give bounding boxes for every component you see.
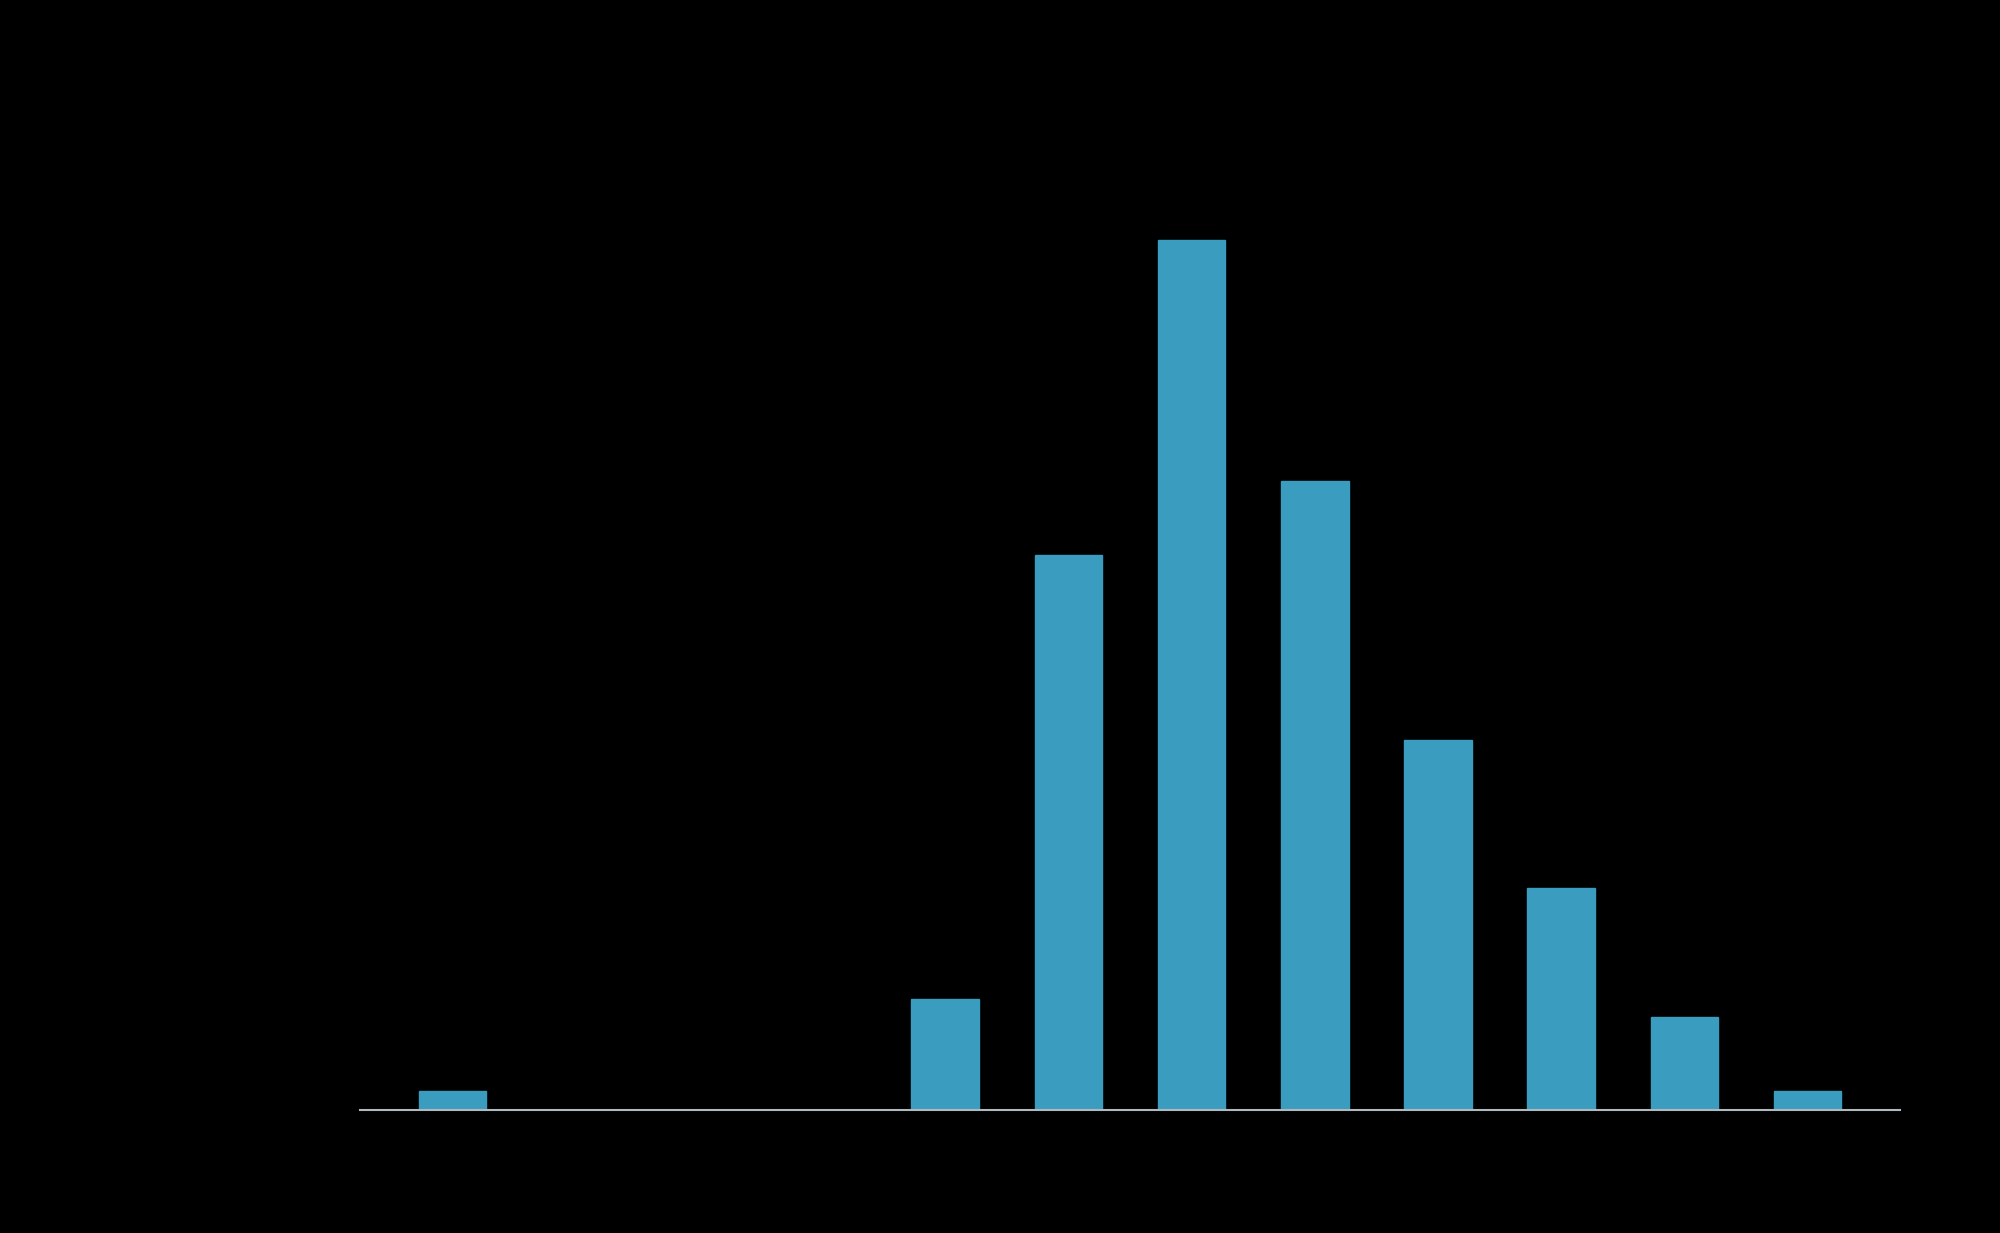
- Bar: [1158, 240, 1226, 1110]
- Bar: [1404, 740, 1472, 1110]
- Bar: [1650, 1017, 1718, 1110]
- Bar: [1774, 1091, 1842, 1110]
- Bar: [1528, 888, 1596, 1110]
- Bar: [1280, 481, 1348, 1110]
- Bar: [418, 1091, 486, 1110]
- Bar: [1034, 555, 1102, 1110]
- Bar: [912, 999, 980, 1110]
